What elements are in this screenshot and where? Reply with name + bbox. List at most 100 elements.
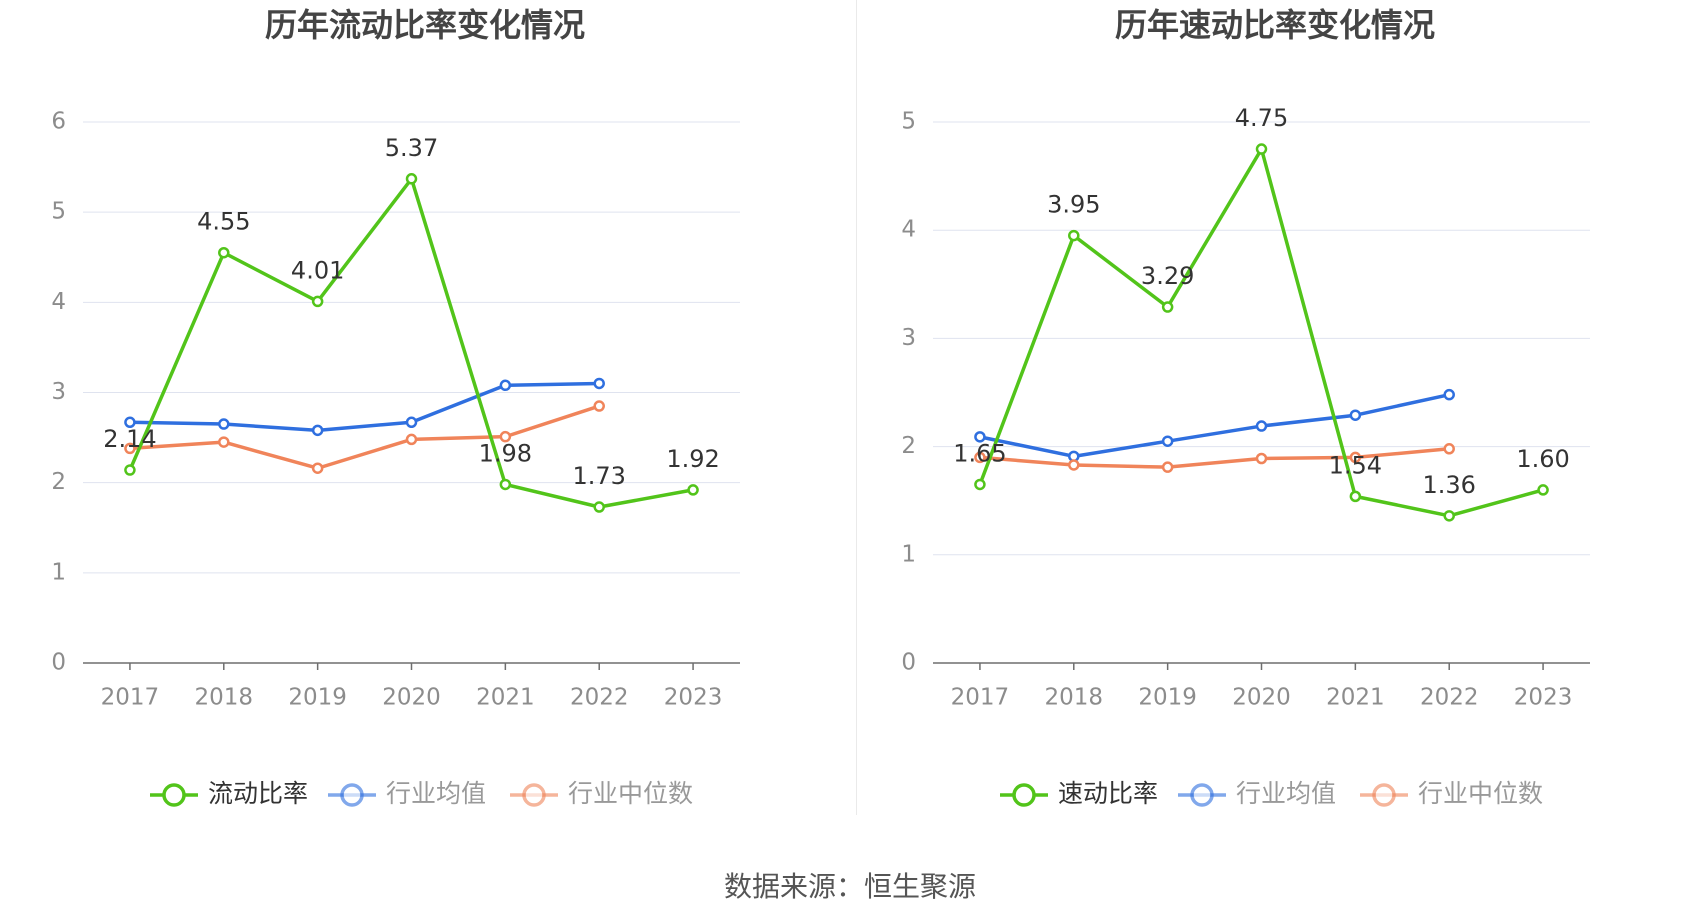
x-tick-label: 2021 xyxy=(1326,685,1385,711)
data-label: 1.60 xyxy=(1516,445,1569,473)
legend-label-main: 速动比率 xyxy=(1058,779,1158,808)
legend-label-median: 行业中位数 xyxy=(1418,779,1543,808)
chart-title: 历年流动比率变化情况 xyxy=(265,6,585,44)
data-point-avg xyxy=(311,424,324,437)
y-tick-label: 3 xyxy=(901,325,916,351)
data-point-main xyxy=(593,501,605,513)
data-point-median xyxy=(1068,459,1080,471)
chart-title: 历年速动比率变化情况 xyxy=(1115,6,1435,44)
x-tick-label: 2021 xyxy=(476,685,535,711)
data-point-avg xyxy=(124,416,136,429)
y-tick-label: 0 xyxy=(901,650,916,676)
x-tick-label: 2018 xyxy=(195,685,254,711)
x-tick-label: 2020 xyxy=(382,685,441,711)
data-point-main xyxy=(1161,301,1174,313)
data-point-median xyxy=(311,462,324,474)
series-line-median xyxy=(979,447,1450,469)
data-label: 1.98 xyxy=(479,439,532,467)
legend-label-median: 行业中位数 xyxy=(568,779,693,808)
x-tick-label: 2017 xyxy=(951,685,1010,711)
y-tick-label: 1 xyxy=(901,541,916,567)
current-ratio-chart-svg: 历年流动比率变化情况 0 1 2 3 4 5 6 2017 2018 2019 2020 2021 202… xyxy=(51,6,740,808)
panel-divider xyxy=(856,0,857,815)
data-point-main xyxy=(1349,490,1362,503)
series-line-avg xyxy=(129,381,600,433)
data-point-median xyxy=(1349,451,1362,464)
data-point-median xyxy=(499,430,512,443)
data-label: 1.65 xyxy=(953,439,1006,467)
x-tick-label: 2019 xyxy=(1138,685,1197,711)
data-label: 3.95 xyxy=(1047,191,1100,219)
data-point-main xyxy=(687,484,699,496)
x-tick-label: 2020 xyxy=(1232,685,1291,711)
y-tick-label: 0 xyxy=(51,650,66,676)
data-point-avg xyxy=(499,379,512,392)
legend-marker-median xyxy=(522,783,546,807)
data-point-main xyxy=(499,478,512,491)
data-point-median xyxy=(1255,452,1268,465)
x-tick-label: 2023 xyxy=(664,685,723,711)
data-point-avg xyxy=(405,416,418,429)
data-point-median xyxy=(218,436,230,448)
data-point-avg xyxy=(218,418,230,430)
y-tick-label: 3 xyxy=(51,379,66,405)
legend-marker-avg xyxy=(1190,783,1214,807)
series-line-avg xyxy=(979,392,1450,459)
data-point-main xyxy=(1537,484,1549,496)
data-label: 1.73 xyxy=(572,462,625,490)
y-tick-label: 6 xyxy=(51,109,66,135)
x-tick-label: 2022 xyxy=(570,685,629,711)
y-tick-label: 4 xyxy=(51,289,66,315)
x-tick-label: 2022 xyxy=(1420,685,1479,711)
data-point-main xyxy=(218,246,230,259)
data-point-main xyxy=(124,464,136,476)
x-tick-label: 2018 xyxy=(1045,685,1104,711)
legend-label-avg: 行业均值 xyxy=(386,779,486,808)
data-point-main xyxy=(1068,229,1080,242)
data-source-note: 数据来源：恒生聚源 xyxy=(723,870,976,903)
data-point-avg xyxy=(593,377,605,390)
data-point-median xyxy=(405,433,418,446)
data-label: 4.75 xyxy=(1235,104,1288,132)
data-point-median xyxy=(1161,461,1174,473)
data-label: 5.37 xyxy=(385,134,438,162)
legend-label-avg: 行业均值 xyxy=(1236,779,1336,808)
data-point-median xyxy=(974,451,986,464)
data-label: 2.14 xyxy=(103,425,156,453)
data-point-main xyxy=(311,295,324,308)
x-tick-label: 2017 xyxy=(101,685,160,711)
data-point-main xyxy=(405,173,418,185)
quick-ratio-chart: 历年速动比率变化情况 0 1 2 3 4 5 2017 2018 2019 2020 2021 2022… xyxy=(850,0,1700,830)
y-tick-label: 2 xyxy=(51,469,66,495)
data-point-avg xyxy=(1161,435,1174,447)
data-point-main xyxy=(974,478,986,491)
y-tick-label: 5 xyxy=(51,199,66,225)
y-tick-label: 5 xyxy=(901,109,916,135)
legend-marker-median xyxy=(1372,783,1396,807)
current-ratio-chart: 历年流动比率变化情况 0 1 2 3 4 5 6 2017 2018 2019 2020 2021 202… xyxy=(0,0,850,830)
data-label: 4.55 xyxy=(197,208,250,236)
data-point-avg xyxy=(1349,409,1362,421)
data-label: 1.36 xyxy=(1422,471,1475,499)
quick-ratio-chart-svg: 历年速动比率变化情况 0 1 2 3 4 5 2017 2018 2019 2020 2021 2022… xyxy=(901,6,1590,808)
data-point-main xyxy=(1255,143,1268,155)
data-point-avg xyxy=(1255,420,1268,432)
data-point-median xyxy=(1443,443,1455,455)
data-label: 1.92 xyxy=(666,445,719,473)
x-tick-label: 2019 xyxy=(288,685,347,711)
series-line-median xyxy=(129,404,600,470)
y-tick-label: 4 xyxy=(901,217,916,243)
y-tick-label: 1 xyxy=(51,559,66,585)
data-label: 3.29 xyxy=(1141,262,1194,290)
y-tick-label: 2 xyxy=(901,433,916,459)
data-point-avg xyxy=(1443,388,1455,401)
legend-marker-avg xyxy=(340,783,364,807)
data-point-main xyxy=(1443,510,1455,522)
data-point-avg xyxy=(974,431,986,443)
legend-marker-main xyxy=(162,783,186,807)
data-label: 4.01 xyxy=(291,256,344,284)
data-point-median xyxy=(124,442,136,455)
legend-marker-main xyxy=(1012,783,1036,807)
data-point-median xyxy=(593,400,605,412)
data-label: 1.54 xyxy=(1329,451,1382,479)
